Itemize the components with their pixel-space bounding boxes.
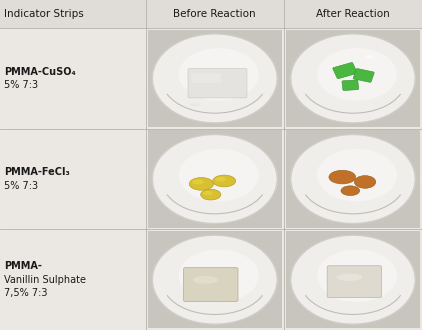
Ellipse shape <box>153 35 276 122</box>
Text: PMMA-FeCl₃: PMMA-FeCl₃ <box>4 167 70 178</box>
Ellipse shape <box>151 235 278 325</box>
FancyBboxPatch shape <box>188 69 247 98</box>
Ellipse shape <box>213 175 235 187</box>
Ellipse shape <box>189 178 214 190</box>
Ellipse shape <box>317 249 397 302</box>
FancyBboxPatch shape <box>353 69 374 82</box>
Ellipse shape <box>201 189 221 200</box>
Bar <box>286 30 420 127</box>
Ellipse shape <box>203 191 213 195</box>
Bar <box>148 231 282 328</box>
Ellipse shape <box>317 48 397 101</box>
Bar <box>148 130 282 228</box>
Bar <box>286 231 420 328</box>
Ellipse shape <box>292 236 414 323</box>
Text: Before Reaction: Before Reaction <box>173 9 256 19</box>
Ellipse shape <box>290 134 416 224</box>
Ellipse shape <box>179 149 259 201</box>
Text: 5% 7:3: 5% 7:3 <box>4 181 38 191</box>
FancyBboxPatch shape <box>327 266 381 298</box>
Ellipse shape <box>292 35 414 122</box>
Text: Vanillin Sulphate: Vanillin Sulphate <box>4 275 86 285</box>
FancyBboxPatch shape <box>333 62 357 79</box>
Ellipse shape <box>329 170 356 184</box>
Ellipse shape <box>317 149 397 201</box>
Ellipse shape <box>215 177 227 182</box>
Text: 7,5% 7:3: 7,5% 7:3 <box>4 288 48 298</box>
Ellipse shape <box>151 33 278 123</box>
Ellipse shape <box>290 33 416 123</box>
Text: Indicator Strips: Indicator Strips <box>4 9 84 19</box>
Ellipse shape <box>290 235 416 325</box>
Bar <box>148 30 282 127</box>
Bar <box>286 130 420 228</box>
Ellipse shape <box>354 176 376 188</box>
Ellipse shape <box>292 135 414 223</box>
Ellipse shape <box>200 296 231 301</box>
Text: PMMA-CuSO₄: PMMA-CuSO₄ <box>4 67 76 77</box>
Bar <box>0 129 422 229</box>
Bar <box>0 0 422 28</box>
Ellipse shape <box>192 180 204 184</box>
Ellipse shape <box>153 135 276 223</box>
Ellipse shape <box>179 249 259 302</box>
FancyBboxPatch shape <box>191 74 221 83</box>
Ellipse shape <box>153 236 276 323</box>
Bar <box>0 229 422 330</box>
FancyBboxPatch shape <box>342 80 359 90</box>
Ellipse shape <box>341 186 360 196</box>
FancyBboxPatch shape <box>184 268 238 301</box>
Bar <box>0 28 422 129</box>
Text: PMMA-: PMMA- <box>4 261 42 272</box>
Ellipse shape <box>365 55 373 59</box>
Ellipse shape <box>151 134 278 224</box>
Text: After Reaction: After Reaction <box>316 9 390 19</box>
Ellipse shape <box>337 274 362 281</box>
Text: 5% 7:3: 5% 7:3 <box>4 80 38 90</box>
Ellipse shape <box>179 48 259 101</box>
Ellipse shape <box>189 103 200 107</box>
Ellipse shape <box>193 276 219 284</box>
